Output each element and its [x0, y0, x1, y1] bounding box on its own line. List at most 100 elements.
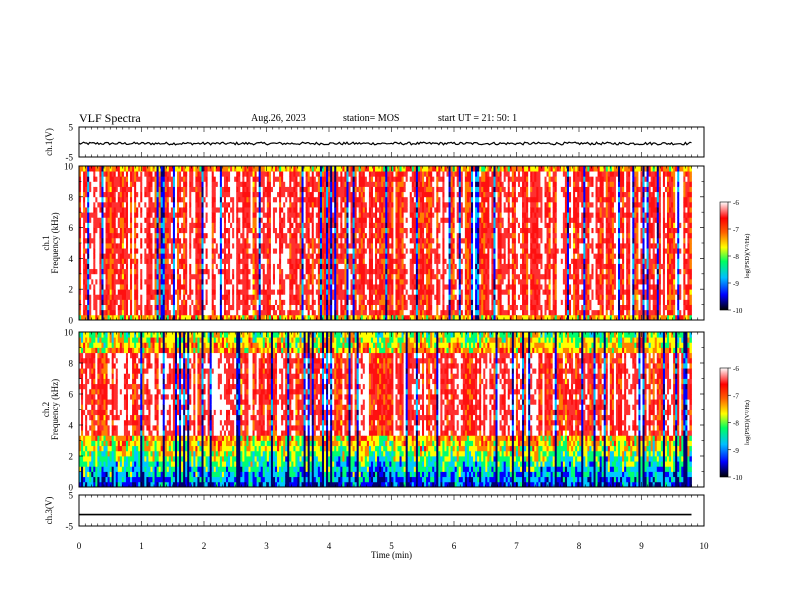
spectrogram-cell: [113, 309, 117, 316]
spectrogram-cell: [148, 243, 151, 249]
spectrogram-cell: [193, 207, 196, 213]
spectrogram-cell: [203, 232, 206, 239]
spectrogram-cell: [146, 268, 149, 275]
spectrogram-cell: [99, 176, 102, 182]
spectrogram-cell: [115, 294, 119, 300]
spectrogram-cell: [123, 289, 127, 295]
spectrogram-cell: [142, 304, 145, 311]
spectrogram-cell: [130, 299, 133, 305]
spectrogram-cell: [189, 232, 192, 239]
spectrogram-cell: [168, 227, 172, 234]
spectrogram-cell: [232, 299, 235, 305]
spectrogram-cell: [191, 289, 194, 295]
spectrogram-cell: [228, 171, 231, 177]
spectrogram-cell: [152, 186, 155, 193]
spectrogram-cell: [185, 237, 188, 244]
spectrogram-cell: [107, 253, 111, 259]
spectrogram-cell: [205, 314, 209, 321]
spectrogram-cell: [140, 186, 143, 193]
spectrogram-cell: [136, 258, 139, 264]
spectrogram-cell: [142, 186, 145, 193]
spectrogram-cell: [221, 222, 225, 228]
spectrogram-cell: [109, 201, 113, 208]
spectrogram-cell: [223, 273, 227, 280]
spectrogram-cell: [91, 258, 94, 264]
spectrogram-cell: [185, 299, 188, 305]
spectrogram-cell: [148, 289, 151, 295]
spectrogram-cell: [148, 186, 151, 193]
spectrogram-cell: [132, 314, 135, 321]
spectrogram-cell: [117, 314, 121, 321]
spectrogram-cell: [142, 294, 145, 300]
spectrogram-cell: [221, 263, 225, 270]
spectrogram-cell: [185, 207, 188, 213]
spectrogram-cell: [85, 212, 88, 218]
spectrogram-cell: [219, 268, 223, 275]
spectrogram-cell: [130, 201, 133, 208]
spectrogram-cell: [207, 294, 211, 300]
spectrogram-cell: [162, 237, 166, 244]
spectrogram-cell: [172, 289, 176, 295]
spectrogram-cell: [164, 248, 168, 254]
spectrogram-cell: [123, 222, 127, 228]
spectrogram-cell: [132, 304, 135, 311]
spectrogram-cell: [164, 237, 168, 244]
spectrogram-cell: [83, 217, 86, 223]
spectrogram-cell: [148, 253, 151, 259]
spectrogram-cell: [174, 181, 178, 187]
spectrogram-cell: [93, 289, 96, 295]
spectrogram-cell: [199, 171, 202, 177]
spectrogram-cell: [91, 268, 94, 275]
spectrogram-cell: [85, 217, 88, 223]
spectrogram-cell: [105, 186, 108, 193]
spectrogram-cell: [111, 278, 115, 285]
spectrogram-cell: [93, 304, 96, 311]
spectrogram-cell: [236, 284, 239, 290]
spectrogram-cell: [152, 289, 155, 295]
spectrogram-cell: [154, 304, 157, 311]
spectrogram-cell: [221, 232, 225, 239]
spectrogram-cell: [121, 191, 125, 198]
spectrogram-cell: [148, 212, 151, 218]
spectrogram-cell: [113, 289, 117, 295]
spectrogram-cell: [113, 273, 117, 280]
spectrogram-cell: [164, 201, 168, 208]
spectrogram-cell: [107, 248, 111, 254]
spectrogram-cell: [138, 212, 141, 218]
spectrogram-cell: [164, 243, 168, 249]
spectrogram-cell: [203, 284, 206, 290]
spectrogram-cell: [107, 227, 111, 234]
spectrogram-cell: [185, 196, 188, 203]
spectrogram-cell: [168, 191, 172, 198]
spectrogram-cell: [107, 258, 111, 264]
spectrogram-cell: [230, 201, 233, 208]
spectrogram-cell: [211, 253, 215, 259]
spectrogram-cell: [209, 237, 213, 244]
spectrogram-cell: [226, 299, 229, 305]
spectrogram-cell: [205, 248, 209, 254]
spectrogram-cell: [105, 309, 108, 316]
spectrogram-cell: [174, 258, 178, 264]
spectrogram-cell: [209, 196, 213, 203]
spectrogram-cell: [150, 243, 153, 249]
spectrogram-cell: [185, 289, 188, 295]
spectrogram-cell: [136, 217, 139, 223]
spectrogram-cell: [146, 176, 149, 182]
spectrogram-cell: [119, 284, 123, 290]
spectrogram-cell: [111, 309, 115, 316]
spectrogram-cell: [105, 278, 108, 285]
spectrogram-cell: [89, 273, 92, 280]
spectrogram-cell: [89, 263, 92, 270]
spectrogram-cell: [115, 258, 119, 264]
spectrogram-cell: [193, 294, 196, 300]
spectrogram-cell: [199, 237, 202, 244]
spectrogram-cell: [105, 258, 108, 264]
spectrogram-cell: [152, 222, 155, 228]
spectrogram-cell: [81, 268, 84, 275]
spectrogram-cell: [142, 299, 145, 305]
spectrogram-cell: [113, 201, 117, 208]
spectrogram-cell: [128, 289, 131, 295]
spectrogram-cell: [177, 299, 180, 305]
spectrogram-cell: [203, 273, 206, 280]
spectrogram-cell: [203, 222, 206, 228]
